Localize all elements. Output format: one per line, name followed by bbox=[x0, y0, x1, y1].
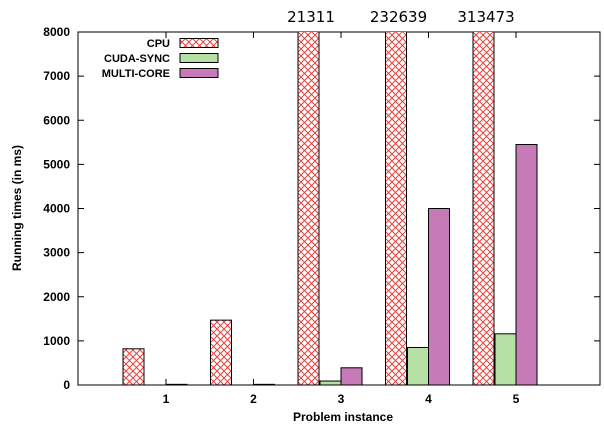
value-annotation: 313473 bbox=[457, 8, 514, 26]
value-annotation: 21311 bbox=[287, 8, 335, 26]
x-tick-label: 4 bbox=[425, 392, 432, 406]
legend: CPU CUDA-SYNC MULTI-CORE bbox=[102, 38, 219, 80]
x-axis-label: Problem instance bbox=[293, 410, 393, 424]
y-tick-label: 7000 bbox=[43, 69, 70, 83]
bars bbox=[122, 32, 538, 385]
y-tick-label: 6000 bbox=[43, 113, 70, 127]
legend-label: MULTI-CORE bbox=[102, 68, 170, 80]
bar-cuda-sync-3 bbox=[319, 380, 342, 385]
y-tick-label: 3000 bbox=[43, 246, 70, 260]
y-tick-label: 4000 bbox=[43, 202, 70, 216]
bar-multi-core-1 bbox=[165, 383, 188, 385]
y-axis: 0 1000 2000 3000 4000 5000 6000 7000 8000 bbox=[43, 25, 600, 392]
x-tick-label: 3 bbox=[338, 392, 345, 406]
bar-cpu-2 bbox=[210, 319, 232, 385]
bar-cpu-3 bbox=[297, 32, 320, 385]
x-tick-label: 2 bbox=[250, 392, 257, 406]
legend-swatch bbox=[179, 53, 219, 63]
x-tick-label: 5 bbox=[513, 392, 520, 406]
bar-multi-core-2 bbox=[253, 383, 275, 385]
legend-label: CUDA-SYNC bbox=[104, 53, 170, 65]
y-tick-label: 0 bbox=[63, 378, 70, 392]
y-tick-label: 5000 bbox=[43, 157, 70, 171]
bar-multi-core-3 bbox=[340, 367, 363, 385]
legend-swatch bbox=[179, 38, 219, 48]
y-tick-label: 1000 bbox=[43, 334, 70, 348]
y-tick-label: 8000 bbox=[43, 25, 70, 39]
bar-multi-core-4 bbox=[428, 208, 450, 385]
bar-cpu-4 bbox=[385, 32, 407, 385]
bar-cuda-sync-4 bbox=[407, 346, 429, 385]
bar-multi-core-5 bbox=[515, 144, 538, 385]
y-tick-label: 2000 bbox=[43, 290, 70, 304]
y-axis-label: Running times (in ms) bbox=[10, 145, 24, 271]
annotations: 21311 232639 313473 bbox=[287, 8, 514, 26]
bar-cpu-5 bbox=[472, 32, 495, 385]
legend-label: CPU bbox=[147, 38, 170, 50]
bar-cuda-sync-5 bbox=[494, 333, 517, 385]
legend-swatch bbox=[179, 68, 219, 78]
bar-cpu-1 bbox=[122, 348, 145, 385]
x-tick-label: 1 bbox=[163, 392, 170, 406]
value-annotation: 232639 bbox=[370, 8, 427, 26]
